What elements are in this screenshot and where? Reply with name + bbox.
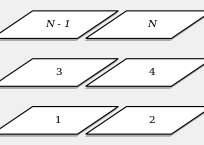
- Polygon shape: [0, 59, 118, 86]
- Polygon shape: [84, 13, 204, 41]
- Polygon shape: [0, 11, 118, 38]
- Text: 1: 1: [55, 116, 61, 125]
- Text: 4: 4: [149, 68, 155, 77]
- Text: 2: 2: [149, 116, 155, 125]
- Text: N - 1: N - 1: [45, 20, 71, 29]
- Polygon shape: [84, 61, 204, 89]
- Polygon shape: [86, 11, 204, 38]
- Polygon shape: [86, 107, 204, 134]
- Polygon shape: [86, 59, 204, 86]
- Polygon shape: [0, 61, 117, 89]
- Polygon shape: [0, 107, 118, 134]
- Text: N: N: [147, 20, 156, 29]
- Text: 3: 3: [55, 68, 61, 77]
- Polygon shape: [0, 13, 117, 41]
- Polygon shape: [0, 109, 117, 137]
- Polygon shape: [84, 109, 204, 137]
